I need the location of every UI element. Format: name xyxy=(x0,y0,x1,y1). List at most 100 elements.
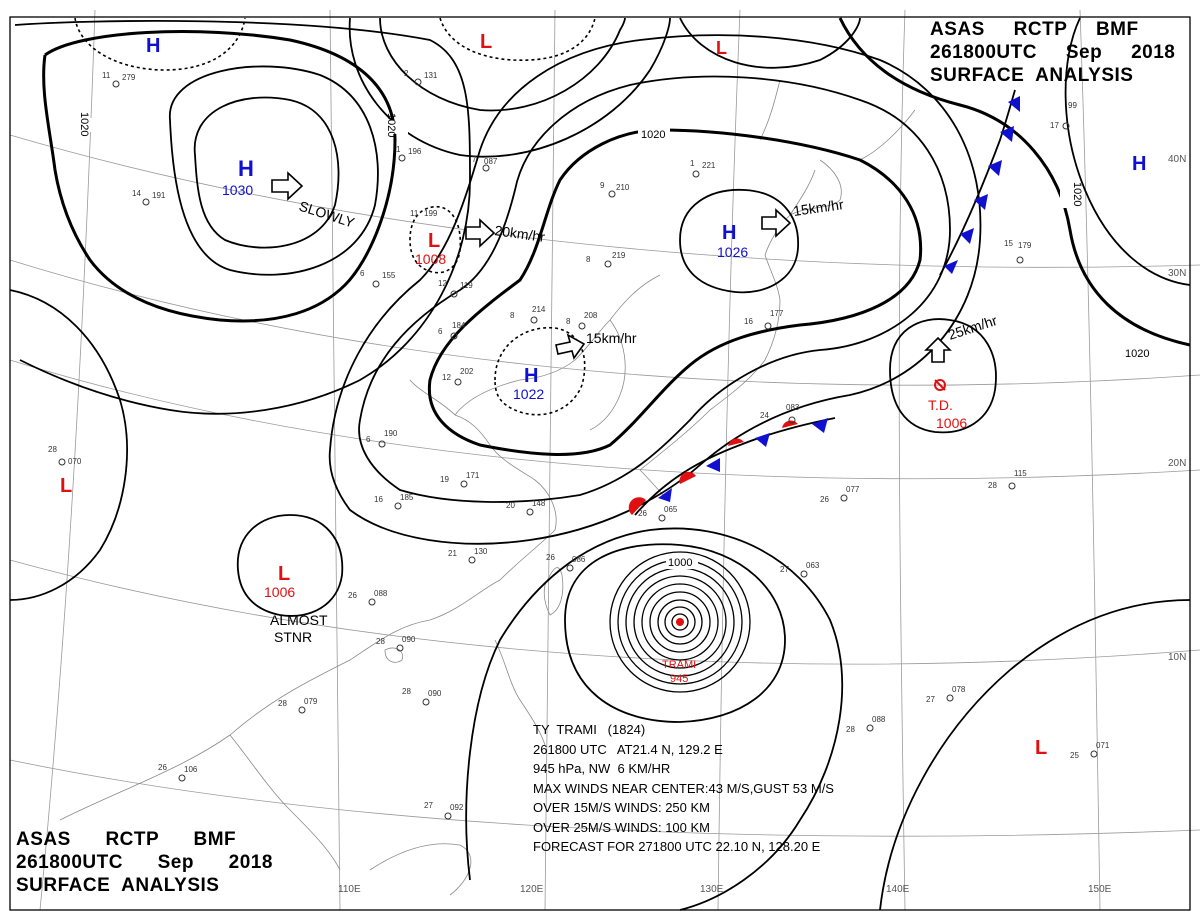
dashed-l1008 xyxy=(409,205,462,274)
ne-triangle-3 xyxy=(974,194,988,210)
station-plot: 12 119 xyxy=(438,279,473,298)
isobar-h1026 xyxy=(679,189,799,294)
svg-text:26: 26 xyxy=(158,763,167,772)
svg-text:279: 279 xyxy=(122,73,136,82)
parallel-40n xyxy=(9,134,1200,268)
lon-label: 110E xyxy=(338,884,361,895)
parallel-30n xyxy=(9,259,1200,386)
station-plot: 28 115 xyxy=(988,469,1027,490)
svg-text:26: 26 xyxy=(638,509,647,518)
low-center-letter: L xyxy=(716,38,727,58)
isobar-west-far xyxy=(9,289,128,601)
station-plot: 6 184 xyxy=(438,321,466,340)
svg-text:184: 184 xyxy=(452,321,466,330)
station-plot: 26 077 xyxy=(820,485,860,504)
low-center-value: 1008 xyxy=(415,251,446,267)
typhoon-info-box: TY TRAMI (1824) 261800 UTC AT21.4 N, 129… xyxy=(533,720,834,857)
station-plot: 28 088 xyxy=(846,715,886,734)
movement-almost: ALMOST xyxy=(270,612,328,628)
lat-label: 30N xyxy=(1168,268,1186,279)
typhoon-info-line-6: OVER 25M/S WINDS: 100 KM xyxy=(533,819,710,835)
high-center-letter: H xyxy=(722,222,736,244)
header-top: ASAS RCTP BMF 261800UTC Sep 2018 SURFACE… xyxy=(930,18,1175,87)
svg-text:28: 28 xyxy=(48,445,57,454)
coast-bohai xyxy=(454,274,661,416)
svg-text:1: 1 xyxy=(690,159,695,168)
low-center-letter: L xyxy=(278,563,290,585)
isobar-h1030-mid xyxy=(169,65,379,276)
ty-ring-1 xyxy=(609,551,751,693)
isobar-north-l2 xyxy=(348,17,671,158)
coast-luzon xyxy=(494,639,546,746)
pressure-centers: H 1030 H 1022 H 1026 H H L 1008 L 1006 L… xyxy=(60,31,1146,759)
svg-text:6: 6 xyxy=(360,269,365,278)
svg-text:27: 27 xyxy=(780,565,789,574)
station-plot: 14 191 xyxy=(132,189,166,206)
station-plot: 26 106 xyxy=(158,763,198,782)
typhoon-label: TRAMI 945 xyxy=(662,659,696,685)
warm-semicircle-2 xyxy=(679,471,696,484)
svg-text:196: 196 xyxy=(408,147,422,156)
isobar-label: 1020 xyxy=(1125,348,1149,360)
svg-text:8: 8 xyxy=(510,311,515,320)
svg-text:077: 077 xyxy=(846,485,860,494)
typhoon-info-line-5: OVER 15M/S WINDS: 250 KM xyxy=(533,800,710,815)
svg-text:130: 130 xyxy=(474,547,488,556)
typhoon-info-line-7: FORECAST FOR 271800 UTC 22.10 N, 128.20 … xyxy=(533,839,821,854)
typhoon-info-line-4: MAX WINDS NEAR CENTER:43 M/S,GUST 53 M/S xyxy=(533,780,834,796)
coast-hokkaido xyxy=(789,159,842,216)
typhoon-info-line-3: 945 hPa, NW 6 KM/HR xyxy=(533,761,671,776)
coastlines xyxy=(59,79,916,896)
isobar-label: 1020 xyxy=(385,113,397,137)
svg-text:28: 28 xyxy=(846,725,855,734)
map-frame xyxy=(9,16,1191,911)
isobar-north-l xyxy=(379,17,626,112)
station-plot: 6 190 xyxy=(366,429,398,448)
isobar-label-bg-1 xyxy=(70,118,100,132)
front-line-northeast xyxy=(939,89,1016,276)
svg-text:1: 1 xyxy=(396,145,401,154)
isobar-label: 1020 xyxy=(1071,182,1083,206)
station-plot: 26 086 xyxy=(546,553,586,572)
typhoon-name: TRAMI xyxy=(662,659,696,671)
svg-text:171: 171 xyxy=(466,471,480,480)
cold-front-northeast xyxy=(939,89,1020,276)
svg-text:24: 24 xyxy=(760,411,769,420)
movement-stnr: STNR xyxy=(274,629,312,645)
latitude-labels: 40N 30N 20N 10N xyxy=(1168,154,1186,663)
svg-text:20: 20 xyxy=(506,501,515,510)
station-plot: 28 090 xyxy=(376,635,416,652)
svg-text:28: 28 xyxy=(376,637,385,646)
isobar-label: 1020 xyxy=(78,112,90,136)
high-center-value: 1022 xyxy=(513,386,544,402)
station-plot: 28 090 xyxy=(402,687,442,706)
high-center-letter: H xyxy=(238,156,254,181)
high-center-value: 1030 xyxy=(222,182,253,198)
movement-l1008: 20km/hr xyxy=(494,222,547,245)
station-plot: 27 063 xyxy=(780,561,820,578)
isobar-west-outer xyxy=(14,20,471,415)
meridian-150e xyxy=(1079,9,1101,911)
isobar-label-bg-2 xyxy=(378,120,408,134)
meridian-100e xyxy=(39,9,96,911)
isobar-td xyxy=(889,318,997,434)
station-plot: 21 130 xyxy=(448,547,488,564)
meridian-120e xyxy=(544,9,556,911)
movement-arrows xyxy=(271,171,952,363)
svg-text:26: 26 xyxy=(348,591,357,600)
svg-text:12: 12 xyxy=(438,279,447,288)
svg-text:106: 106 xyxy=(184,765,198,774)
parallel-0 xyxy=(9,759,1200,837)
ty-ring-5 xyxy=(641,583,719,661)
cold-triangle-3 xyxy=(755,433,770,447)
cold-triangle-2 xyxy=(706,458,720,472)
arrow-h1030-icon xyxy=(271,171,304,201)
header-bottom: ASAS RCTP BMF 261800UTC Sep 2018 SURFACE… xyxy=(16,828,273,897)
svg-text:177: 177 xyxy=(770,309,784,318)
lon-label: 140E xyxy=(886,884,910,895)
svg-text:087: 087 xyxy=(484,157,498,166)
station-plot: 16 185 xyxy=(374,493,414,510)
coast-kuril xyxy=(859,109,916,161)
